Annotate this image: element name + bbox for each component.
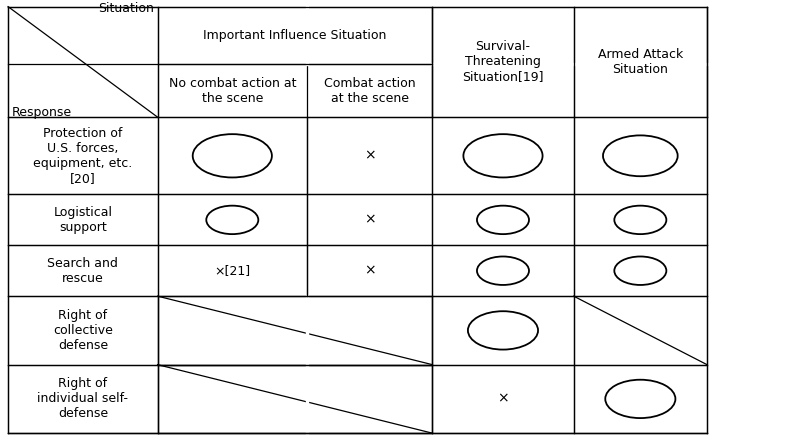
Text: Combat action
at the scene: Combat action at the scene <box>324 76 415 105</box>
Text: Right of
individual self-
defense: Right of individual self- defense <box>37 377 128 420</box>
Text: ×: × <box>364 149 376 163</box>
Text: Protection of
U.S. forces,
equipment, etc.
[20]: Protection of U.S. forces, equipment, et… <box>33 127 133 185</box>
Text: Armed Attack
Situation: Armed Attack Situation <box>598 48 683 76</box>
Text: Right of
collective
defense: Right of collective defense <box>53 309 113 352</box>
Text: Survival-
Threatening
Situation[19]: Survival- Threatening Situation[19] <box>462 40 544 84</box>
Text: ×[21]: ×[21] <box>214 264 250 277</box>
Text: ×: × <box>497 392 509 406</box>
Text: Logistical
support: Logistical support <box>53 206 112 234</box>
Text: Response: Response <box>12 107 72 119</box>
Text: Situation: Situation <box>98 2 154 15</box>
Text: Search and
rescue: Search and rescue <box>48 257 118 285</box>
Text: Important Influence Situation: Important Influence Situation <box>204 29 386 42</box>
Text: ×: × <box>364 213 376 227</box>
Text: No combat action at
the scene: No combat action at the scene <box>169 76 296 105</box>
Text: ×: × <box>364 264 376 278</box>
